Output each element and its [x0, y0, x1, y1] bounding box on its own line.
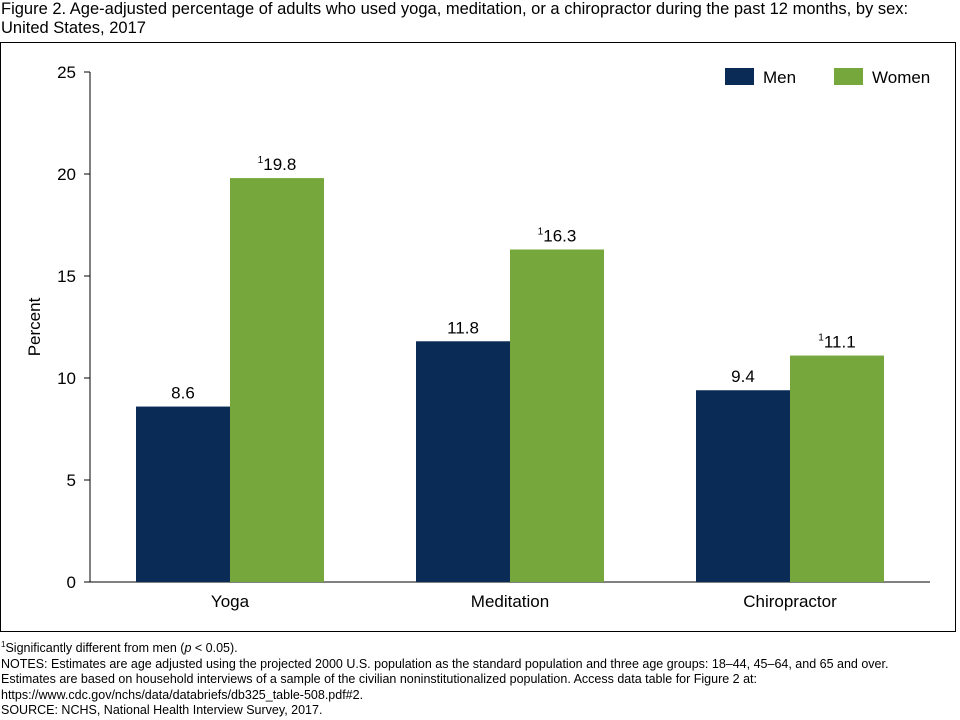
significance-text-post: < 0.05). [191, 641, 238, 655]
y-tick-label: 5 [67, 471, 76, 490]
data-label: 116.3 [538, 226, 577, 245]
bar-women-yoga [230, 178, 324, 582]
y-tick-label: 10 [57, 369, 76, 388]
x-tick-label-chiropractor: Chiropractor [743, 592, 837, 611]
bar-men-chiropractor [696, 390, 790, 582]
data-label-value: 16.3 [543, 226, 576, 245]
bar-women-meditation [510, 249, 604, 583]
bar-men-yoga [136, 406, 230, 582]
footnotes: 1Significantly different from men (p < 0… [1, 641, 957, 719]
y-tick-label: 20 [57, 165, 76, 184]
data-label-value: 11.8 [447, 318, 479, 337]
notes-line-2: Estimates are based on household intervi… [1, 672, 757, 686]
significance-mark: 1 [258, 155, 264, 166]
footnote-mark: 1 [1, 640, 6, 649]
data-label: 111.1 [818, 333, 855, 352]
data-label-value: 19.8 [263, 155, 296, 174]
chart-frame [0, 42, 956, 632]
legend-swatch-women [834, 68, 863, 85]
x-tick-label-meditation: Meditation [471, 592, 549, 611]
y-axis-title: Percent [25, 297, 44, 356]
x-tick-label-yoga: Yoga [211, 592, 250, 611]
y-tick-label: 0 [67, 573, 76, 592]
figure-title: Figure 2. Age-adjusted percentage of adu… [1, 0, 909, 37]
data-label-value: 11.1 [824, 333, 856, 352]
data-label: 9.4 [731, 367, 755, 386]
data-label: 119.8 [258, 155, 297, 174]
significance-mark: 1 [538, 226, 544, 237]
source-note: SOURCE: NCHS, National Health Interview … [1, 703, 323, 717]
data-label: 8.6 [171, 384, 195, 403]
significance-mark: 1 [818, 333, 824, 344]
legend-label-women: Women [872, 68, 930, 87]
data-label-value: 8.6 [171, 384, 195, 403]
data-label: 11.8 [447, 318, 479, 337]
y-tick-label: 15 [57, 267, 76, 286]
bar-women-chiropractor [790, 355, 884, 582]
bar-men-meditation [416, 341, 510, 582]
significance-text-pre: Significantly different from men ( [5, 641, 185, 655]
y-tick-label: 25 [57, 63, 76, 82]
p-symbol: p [184, 641, 192, 655]
data-table-link[interactable]: https://www.cdc.gov/nchs/data/databriefs… [1, 687, 364, 702]
data-label-value: 9.4 [731, 367, 755, 386]
legend-swatch-men [725, 68, 754, 85]
significance-note: 1Significantly different from men (p < 0… [1, 641, 957, 657]
legend-label-men: Men [763, 68, 796, 87]
notes-line-1: NOTES: Estimates are age adjusted using … [1, 656, 889, 671]
